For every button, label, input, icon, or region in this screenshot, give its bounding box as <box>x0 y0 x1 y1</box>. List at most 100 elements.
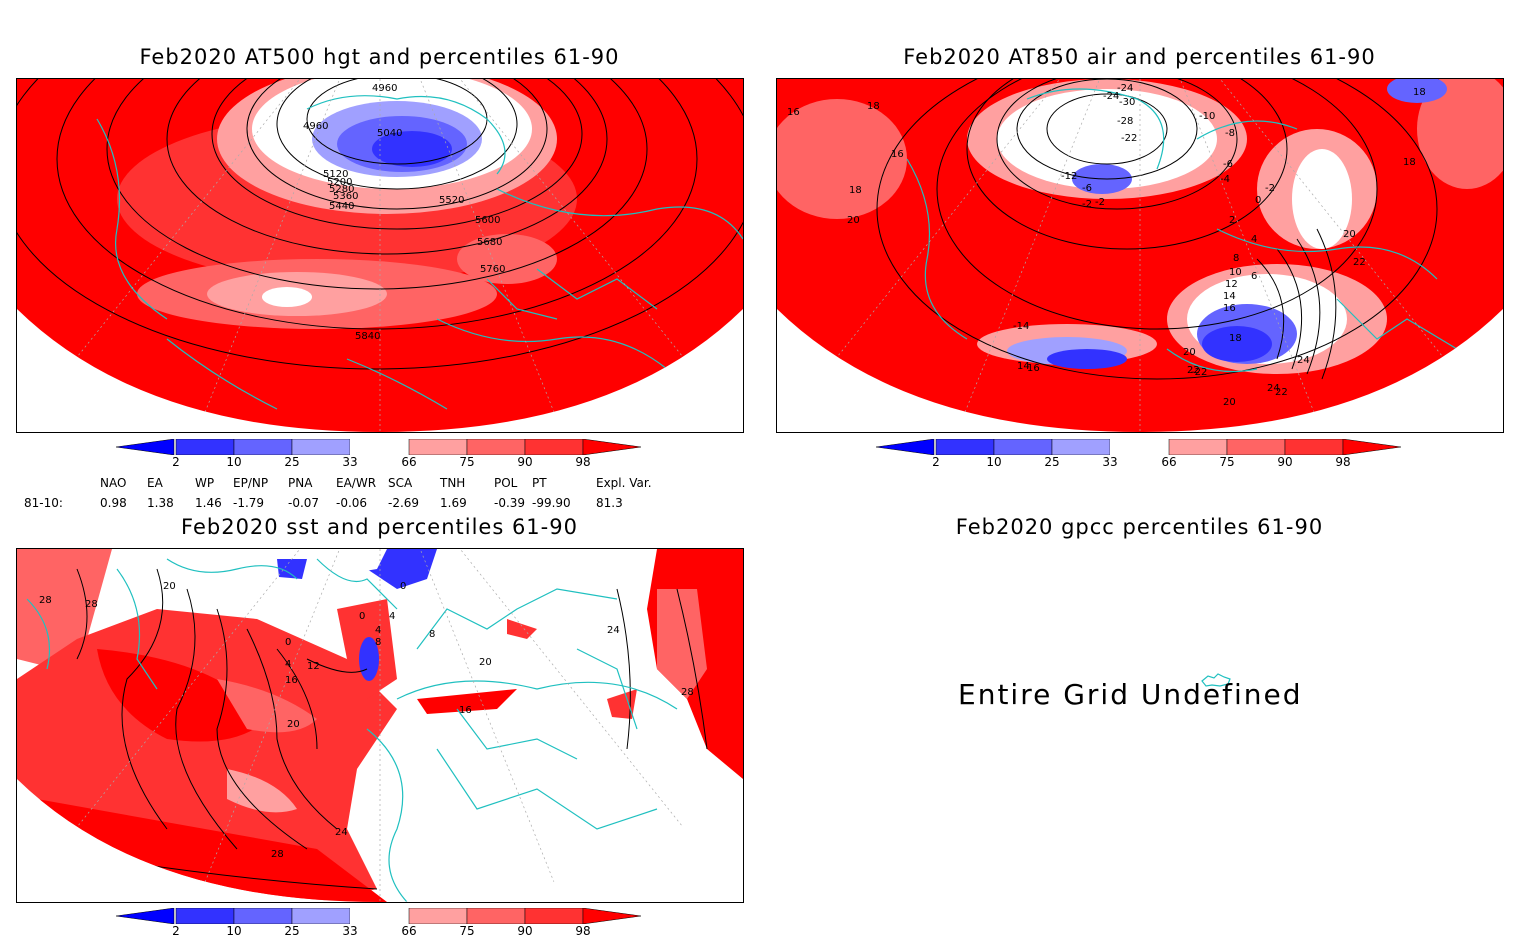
sst-map-panel: 28 28 20 0 4 12 16 20 24 28 8 0 4 16 24 … <box>16 548 744 903</box>
t850-contour-label: -24 <box>1117 83 1133 94</box>
colorbar-tick-label: 10 <box>226 455 242 469</box>
t850-contour-label: 18 <box>849 185 862 196</box>
colorbar-tick-label: 98 <box>1335 455 1351 469</box>
colorbar-tick-label: 33 <box>342 455 358 469</box>
t850-contour-label: -12 <box>1061 171 1077 182</box>
t850-contour-label: -22 <box>1191 367 1207 378</box>
index-value: 1.69 <box>440 496 467 510</box>
t850-contour-label: 18 <box>867 101 880 112</box>
index-header: TNH <box>440 476 466 490</box>
t850-contour-label: 22 <box>1275 387 1288 398</box>
colorbar-tick-label: 75 <box>459 455 475 469</box>
colorbar-tick-label: 25 <box>1044 455 1060 469</box>
t850-contour-label: -8 <box>1225 128 1235 139</box>
colorbar-tick-label: 33 <box>1102 455 1118 469</box>
t850-contour-label: -10 <box>1199 111 1215 122</box>
index-header: WP <box>195 476 215 490</box>
sst-contour-label: 8 <box>429 629 435 640</box>
t850-contour-label: 16 <box>1027 363 1040 374</box>
colorbar-block <box>524 439 584 455</box>
t850-contour-label: 24 <box>1267 383 1280 394</box>
index-header: EA/WR <box>336 476 377 490</box>
z500-contour-label: 5280 <box>329 184 354 195</box>
z500-contour-label: 4960 <box>303 121 328 132</box>
gpcc-undefined-message: Entire Grid Undefined <box>958 678 1303 711</box>
index-value: 0.98 <box>100 496 127 510</box>
colorbar-tick-label: 75 <box>459 924 475 938</box>
colorbar-tick-label: 90 <box>517 924 533 938</box>
t850-contour-label: 18 <box>1229 333 1242 344</box>
colorbar-tick-label: 2 <box>172 455 180 469</box>
t850-contour-label: -2 <box>1095 197 1105 208</box>
index-value: -1.79 <box>233 496 265 510</box>
t850-contour-label: -2 <box>1082 199 1092 210</box>
colorbar-block <box>1051 439 1111 455</box>
z500-colorbar <box>116 439 642 455</box>
z500-contour-label: 5360 <box>333 191 358 202</box>
index-header: EA <box>147 476 163 490</box>
colorbar-block <box>993 439 1053 455</box>
index-value: -0.06 <box>336 496 368 510</box>
t850-contour-label: 6 <box>1251 271 1257 282</box>
colorbar-block <box>466 439 526 455</box>
z500-contour-label: 5440 <box>329 201 354 212</box>
colorbar-block <box>291 439 351 455</box>
sst-contour-label: 0 <box>400 581 406 592</box>
index-header: POL <box>494 476 518 490</box>
index-header: Expl. Var. <box>596 476 652 490</box>
t850-contour-label: 20 <box>847 215 860 226</box>
t850-contour-label: -2 <box>1265 183 1275 194</box>
colorbar-tick-label: 25 <box>284 924 300 938</box>
t850-contour-label: 20 <box>1223 397 1236 408</box>
sst-contour-label: 24 <box>607 625 620 636</box>
colorbar-tick-label: 10 <box>226 924 242 938</box>
t850-contour-label: 22 <box>1187 365 1200 376</box>
colorbar-tick-label: 66 <box>401 455 417 469</box>
colorbar-block <box>466 908 526 924</box>
z500-contour-label: 5520 <box>439 195 464 206</box>
t850-contour-label: 18 <box>1403 157 1416 168</box>
colorbar-tick-label: 98 <box>575 924 591 938</box>
t850-contour-label: -22 <box>1121 133 1137 144</box>
sst-contour-label: 0 <box>285 637 291 648</box>
t850-contour-label: 10 <box>1229 267 1242 278</box>
z500-contour-label: 5200 <box>327 177 352 188</box>
t850-contour-label: 24 <box>1297 355 1310 366</box>
z500-map-panel: 4960 4960 5040 5120 5200 5280 5360 5440 … <box>16 78 744 433</box>
colorbar-block <box>350 908 409 924</box>
indices-table: NAO EA WP EP/NP PNA EA/WR SCA TNH POL PT Expl. Var… <box>20 476 740 512</box>
sst-contour-label: 16 <box>285 675 298 686</box>
z500-contour-label: 5600 <box>475 215 500 226</box>
colorbar-tick-label: 10 <box>986 455 1002 469</box>
colorbar-block <box>291 908 351 924</box>
t850-contour-label: -6 <box>1082 183 1092 194</box>
colorbar-tick-label: 25 <box>284 455 300 469</box>
sst-title: Feb2020 sst and percentiles 61-90 <box>181 515 578 539</box>
colorbar-block <box>1284 439 1344 455</box>
sst-contour-label: 28 <box>39 595 52 606</box>
t850-contour-label: 0 <box>1255 195 1261 206</box>
gpcc-empty-panel: Entire Grid Undefined <box>776 548 1502 901</box>
sst-contour-label: 28 <box>681 687 694 698</box>
colorbar-tick-label: 90 <box>1277 455 1293 469</box>
colorbar-block <box>350 439 409 455</box>
colorbar-block <box>1110 439 1169 455</box>
colorbar-arrow-low <box>876 439 935 455</box>
t850-colorbar <box>876 439 1402 455</box>
index-header: SCA <box>388 476 413 490</box>
t850-contour-label: 16 <box>891 149 904 160</box>
indices-values: 0.98 1.38 1.46 -1.79 -0.07 -0.06 -2.69 1.69 -0.3… <box>20 496 740 512</box>
gpcc-title: Feb2020 gpcc percentiles 61-90 <box>955 515 1324 539</box>
z500-title: Feb2020 AT500 hgt and percentiles 61-90 <box>139 45 620 69</box>
sst-contour-label: 20 <box>287 719 300 730</box>
indices-row-label: 81-10: <box>24 496 63 510</box>
t850-contour-label: 2 <box>1229 215 1235 226</box>
t850-contour-label: -30 <box>1119 97 1135 108</box>
t850-contour-label: -28 <box>1117 116 1133 127</box>
colorbar-block <box>175 439 235 455</box>
sst-contour-label: 4 <box>389 611 395 622</box>
sst-contour-label: 16 <box>459 705 472 716</box>
sst-colorbar <box>116 908 642 924</box>
t850-colorbar-labels: 2 10 25 33 66 75 90 98 <box>0 455 1520 471</box>
t850-contour-label: 4 <box>1251 234 1257 245</box>
